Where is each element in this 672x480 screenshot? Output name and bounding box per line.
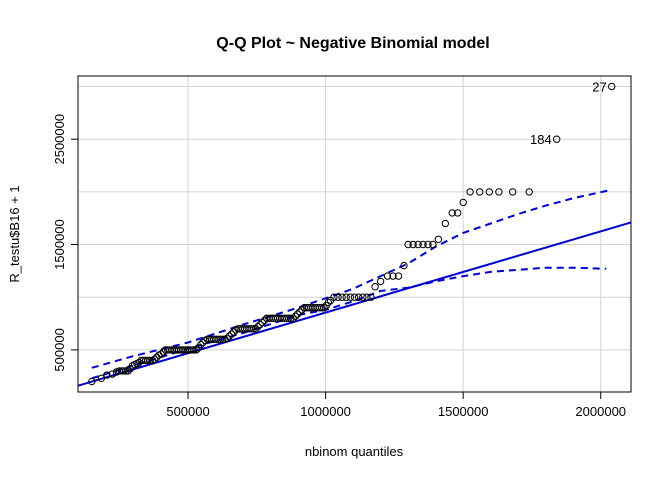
x-tick-label-0: 500000: [166, 404, 209, 419]
data-point-65: [247, 325, 256, 333]
data-point-134: [525, 188, 533, 196]
data-point-87: [296, 308, 304, 316]
data-point-85: [291, 312, 299, 320]
y-tick-label-0: 500000: [52, 328, 67, 371]
data-point-3: [108, 370, 117, 378]
data-point-39: [190, 346, 198, 354]
data-point-25: [159, 348, 168, 356]
data-point-125: [441, 219, 449, 228]
x-axis-label: nbinom quantiles: [305, 444, 404, 459]
data-point-67: [252, 325, 260, 333]
data-point-135: [553, 135, 561, 143]
x-axis: 500000 1000000 1500000 2000000: [166, 391, 626, 419]
data-point-107: [350, 293, 359, 301]
band-lower-line: [91, 266, 607, 380]
data-point-82: [285, 314, 293, 322]
data-point-133: [509, 188, 517, 196]
plot-frame: [77, 75, 632, 393]
data-point-109: [359, 293, 367, 301]
data-point-38: [188, 346, 196, 354]
data-point-14: [135, 358, 143, 367]
data-point-0: [88, 377, 96, 386]
data-point-68: [254, 323, 262, 331]
data-point-120: [414, 240, 422, 249]
data-point-102: [330, 293, 338, 301]
data-point-111: [367, 293, 375, 301]
data-points: [88, 82, 616, 386]
grid-lines: [78, 76, 631, 392]
data-point-40: [192, 346, 201, 354]
data-point-100: [324, 298, 333, 307]
data-point-131: [485, 188, 493, 196]
data-point-21: [150, 355, 159, 363]
y-tick-label-1: 1500000: [52, 219, 67, 270]
annotation-184: 184: [530, 132, 552, 147]
data-point-88: [298, 306, 306, 314]
data-point-106: [346, 293, 355, 301]
data-point-52: [219, 335, 227, 343]
data-point-118: [404, 240, 412, 249]
data-point-124: [434, 235, 443, 244]
y-axis: 500000 1500000 2500000: [52, 114, 79, 372]
data-point-117: [400, 261, 408, 270]
data-point-70: [258, 318, 266, 327]
data-point-105: [342, 293, 350, 301]
data-point-126: [448, 209, 456, 217]
data-point-71: [260, 316, 269, 325]
data-point-19: [146, 356, 154, 365]
data-point-97: [318, 304, 326, 312]
x-tick-label-2: 1500000: [438, 404, 489, 419]
y-tick-label-2: 2500000: [52, 114, 67, 165]
data-point-110: [363, 293, 371, 301]
data-point-55: [225, 332, 234, 340]
data-point-119: [409, 240, 417, 249]
data-point-136: [608, 82, 616, 91]
point-annotations: 27 184: [530, 80, 607, 148]
data-point-132: [495, 188, 503, 196]
data-point-115: [389, 272, 397, 280]
data-point-122: [424, 240, 432, 249]
data-point-24: [157, 350, 165, 358]
data-point-128: [459, 198, 467, 207]
data-point-83: [287, 314, 295, 322]
confidence-band: [91, 188, 612, 380]
annotation-27: 27: [592, 80, 606, 95]
data-point-103: [334, 293, 342, 301]
data-point-8: [122, 367, 130, 375]
data-point-54: [223, 334, 231, 342]
data-point-113: [376, 277, 385, 286]
data-point-96: [315, 304, 324, 312]
data-point-42: [197, 340, 205, 349]
data-point-2: [103, 371, 111, 379]
y-axis-label: R_testu$B16 + 1: [7, 185, 22, 282]
fit-line: [77, 221, 632, 387]
data-point-104: [338, 293, 346, 301]
data-point-129: [466, 188, 474, 196]
band-upper-line: [91, 188, 612, 369]
data-point-127: [454, 209, 462, 217]
data-point-1: [97, 374, 106, 382]
data-point-66: [249, 325, 258, 333]
chart-title: Q-Q Plot ~ Negative Binomial model: [216, 35, 489, 52]
data-point-121: [419, 240, 427, 249]
fit-line-segment: [77, 221, 632, 387]
data-point-69: [256, 320, 264, 329]
data-point-7: [120, 367, 128, 375]
data-point-123: [429, 240, 437, 249]
x-tick-label-1: 1000000: [300, 404, 351, 419]
data-point-114: [383, 272, 392, 280]
data-point-116: [394, 272, 403, 280]
data-point-9: [124, 367, 132, 375]
x-tick-label-3: 2000000: [575, 404, 626, 419]
data-point-84: [289, 314, 297, 322]
data-point-56: [227, 330, 236, 338]
data-point-98: [320, 304, 328, 312]
data-point-130: [476, 188, 484, 196]
data-point-108: [354, 293, 363, 301]
data-point-86: [293, 310, 302, 318]
data-point-112: [371, 283, 379, 291]
